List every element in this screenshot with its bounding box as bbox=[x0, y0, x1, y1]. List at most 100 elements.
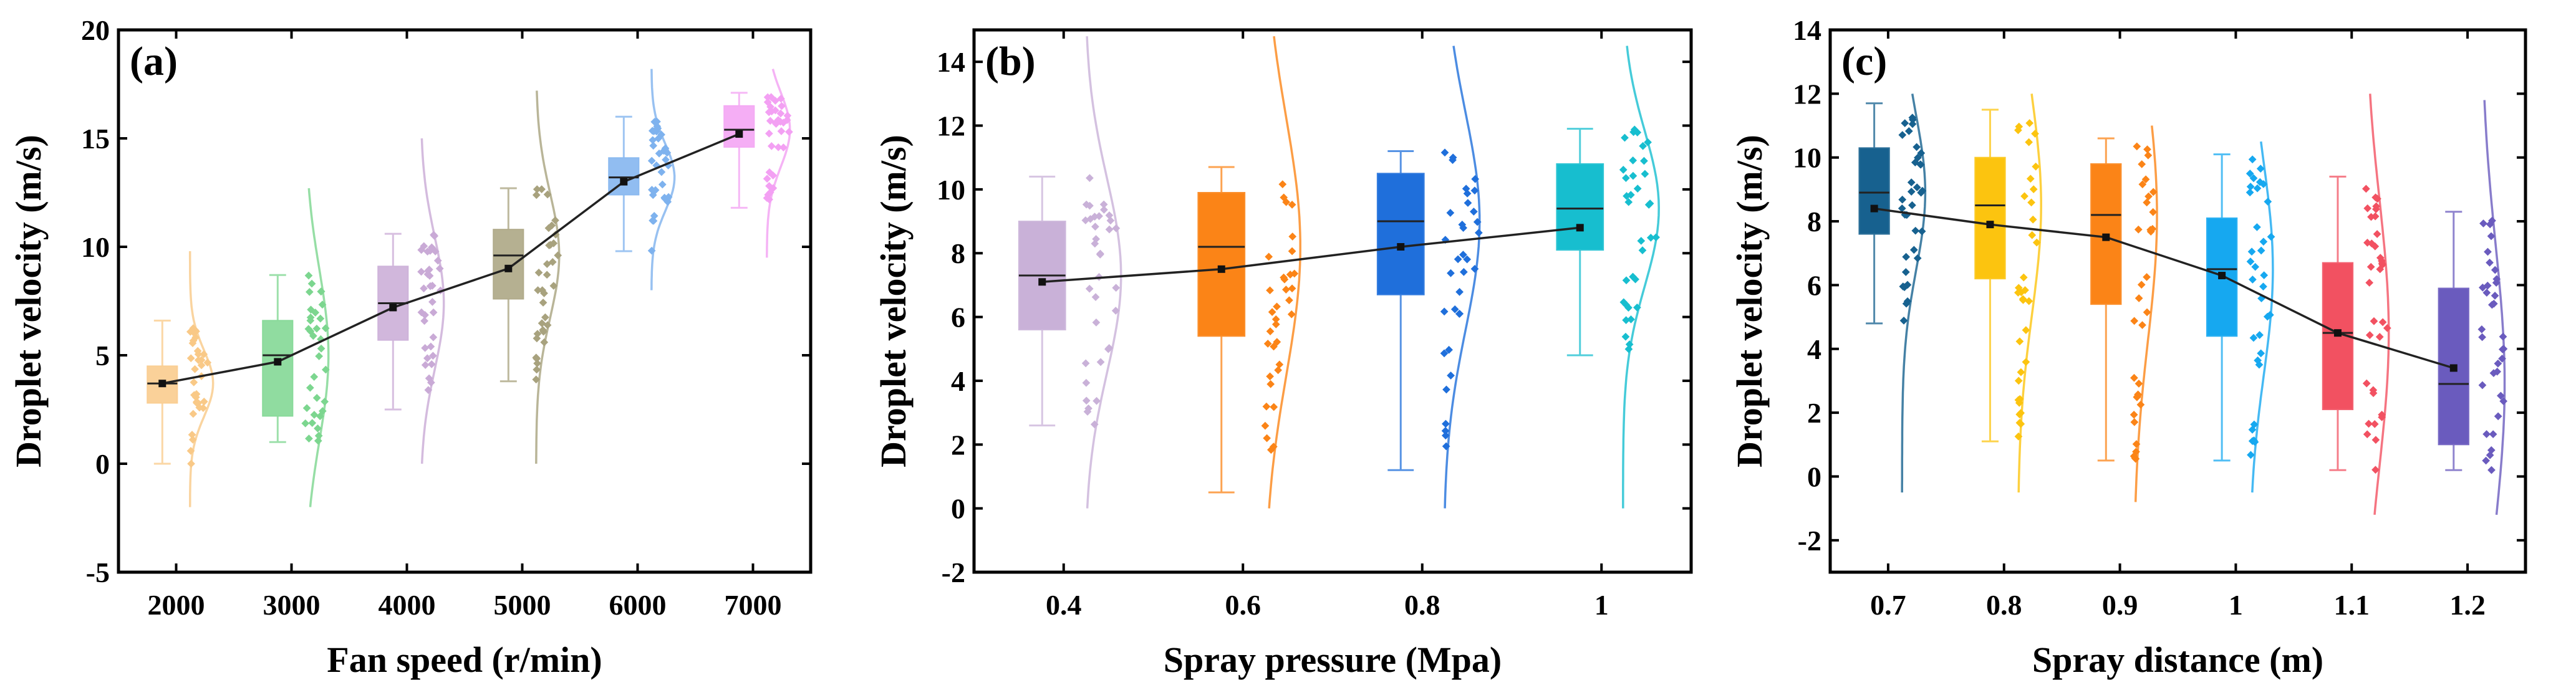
data-point bbox=[1268, 308, 1276, 316]
data-point bbox=[1623, 192, 1631, 200]
data-point bbox=[316, 314, 325, 323]
data-point bbox=[1652, 233, 1660, 242]
data-point bbox=[1271, 315, 1280, 323]
data-point bbox=[2246, 188, 2254, 197]
data-point bbox=[2482, 456, 2490, 465]
box-group bbox=[262, 188, 330, 507]
data-point bbox=[2138, 321, 2146, 329]
data-point bbox=[1629, 272, 1637, 281]
data-point bbox=[2251, 262, 2260, 271]
density-curve bbox=[2134, 125, 2158, 502]
data-point bbox=[783, 112, 792, 120]
data-point bbox=[1288, 284, 1296, 293]
box bbox=[262, 320, 294, 417]
data-point bbox=[2255, 178, 2264, 186]
data-point bbox=[2137, 280, 2146, 289]
data-point bbox=[1440, 307, 1449, 316]
data-point bbox=[1898, 204, 1906, 213]
data-point bbox=[767, 141, 776, 150]
data-point bbox=[1441, 426, 1450, 435]
box-group bbox=[147, 251, 215, 507]
data-point bbox=[1273, 302, 1281, 311]
data-point bbox=[1270, 403, 1278, 411]
data-point bbox=[306, 383, 314, 392]
data-point bbox=[2489, 369, 2498, 377]
data-point bbox=[2130, 373, 2138, 382]
data-point bbox=[2478, 381, 2487, 390]
data-point bbox=[2132, 440, 2141, 448]
data-point bbox=[1288, 232, 1297, 241]
data-point bbox=[2249, 275, 2257, 284]
data-point bbox=[2246, 257, 2255, 266]
panel-c: -2 0 2 4 6 8 10 12 14 0.7 0.8 0.9 1 1.1 1.2 Spray dista… bbox=[1729, 14, 2527, 680]
mean-marker bbox=[2218, 272, 2226, 280]
data-point bbox=[1644, 138, 1652, 146]
data-point bbox=[649, 141, 658, 150]
data-point bbox=[1630, 125, 1639, 134]
data-point bbox=[543, 271, 551, 279]
data-point bbox=[2026, 175, 2035, 183]
data-point bbox=[420, 284, 428, 293]
data-point bbox=[534, 269, 543, 277]
x-tick-label: 2000 bbox=[148, 589, 205, 621]
data-point bbox=[2130, 317, 2139, 325]
data-point bbox=[2134, 225, 2143, 234]
data-point bbox=[2031, 130, 2039, 138]
data-point bbox=[2253, 184, 2262, 193]
box-group bbox=[1556, 45, 1660, 509]
data-point bbox=[2375, 333, 2384, 341]
data-point bbox=[186, 354, 195, 363]
plot-frame bbox=[117, 28, 813, 574]
data-point bbox=[2484, 247, 2492, 256]
data-point bbox=[2479, 219, 2487, 227]
data-point bbox=[1474, 229, 1483, 237]
data-point bbox=[2489, 430, 2497, 438]
y-tick-label: 10 bbox=[937, 174, 965, 206]
data-point bbox=[2254, 356, 2262, 365]
box-group bbox=[2090, 125, 2158, 502]
data-point bbox=[1911, 226, 1920, 235]
x-tick-label: 4000 bbox=[379, 589, 436, 621]
data-point bbox=[2370, 317, 2378, 325]
data-point bbox=[200, 398, 208, 406]
data-point bbox=[305, 287, 314, 296]
data-point bbox=[1281, 285, 1290, 294]
y-axis-label: Droplet velocity (m/s) bbox=[873, 135, 914, 467]
data-point bbox=[2499, 397, 2508, 406]
data-point bbox=[1622, 316, 1631, 325]
x-tick-label: 0.8 bbox=[1986, 589, 2022, 621]
data-point bbox=[2017, 419, 2025, 428]
data-point bbox=[1442, 385, 1450, 394]
mean-marker bbox=[2333, 329, 2342, 337]
data-point bbox=[428, 298, 437, 306]
box-group bbox=[608, 69, 676, 290]
data-point bbox=[1288, 247, 1296, 256]
data-point bbox=[554, 251, 562, 260]
data-point bbox=[1644, 201, 1653, 209]
x-tick-label: 0.8 bbox=[1404, 589, 1440, 621]
data-point bbox=[2014, 396, 2023, 405]
box bbox=[1376, 173, 1425, 295]
data-point bbox=[417, 267, 425, 276]
data-point bbox=[2477, 325, 2486, 333]
data-point bbox=[1900, 283, 1909, 292]
y-tick-label: 2 bbox=[1807, 397, 1821, 429]
data-point bbox=[2486, 220, 2494, 229]
data-point bbox=[1266, 372, 1274, 381]
data-point bbox=[1899, 317, 1908, 325]
data-point bbox=[2491, 266, 2499, 274]
data-point bbox=[2253, 223, 2261, 231]
data-point bbox=[2032, 162, 2040, 171]
data-point bbox=[1440, 148, 1449, 157]
y-tick-label: 10 bbox=[81, 231, 110, 263]
data-point bbox=[2143, 308, 2151, 317]
data-point bbox=[2015, 122, 2024, 131]
data-point bbox=[1619, 166, 1628, 174]
x-axis-label: Spray pressure (Mpa) bbox=[1164, 639, 1502, 680]
data-point bbox=[1458, 221, 1467, 229]
data-point bbox=[1898, 195, 1907, 204]
y-tick-label: 6 bbox=[951, 302, 965, 333]
data-point bbox=[2361, 184, 2370, 193]
mean-marker bbox=[1576, 224, 1584, 232]
box bbox=[1974, 156, 2006, 280]
